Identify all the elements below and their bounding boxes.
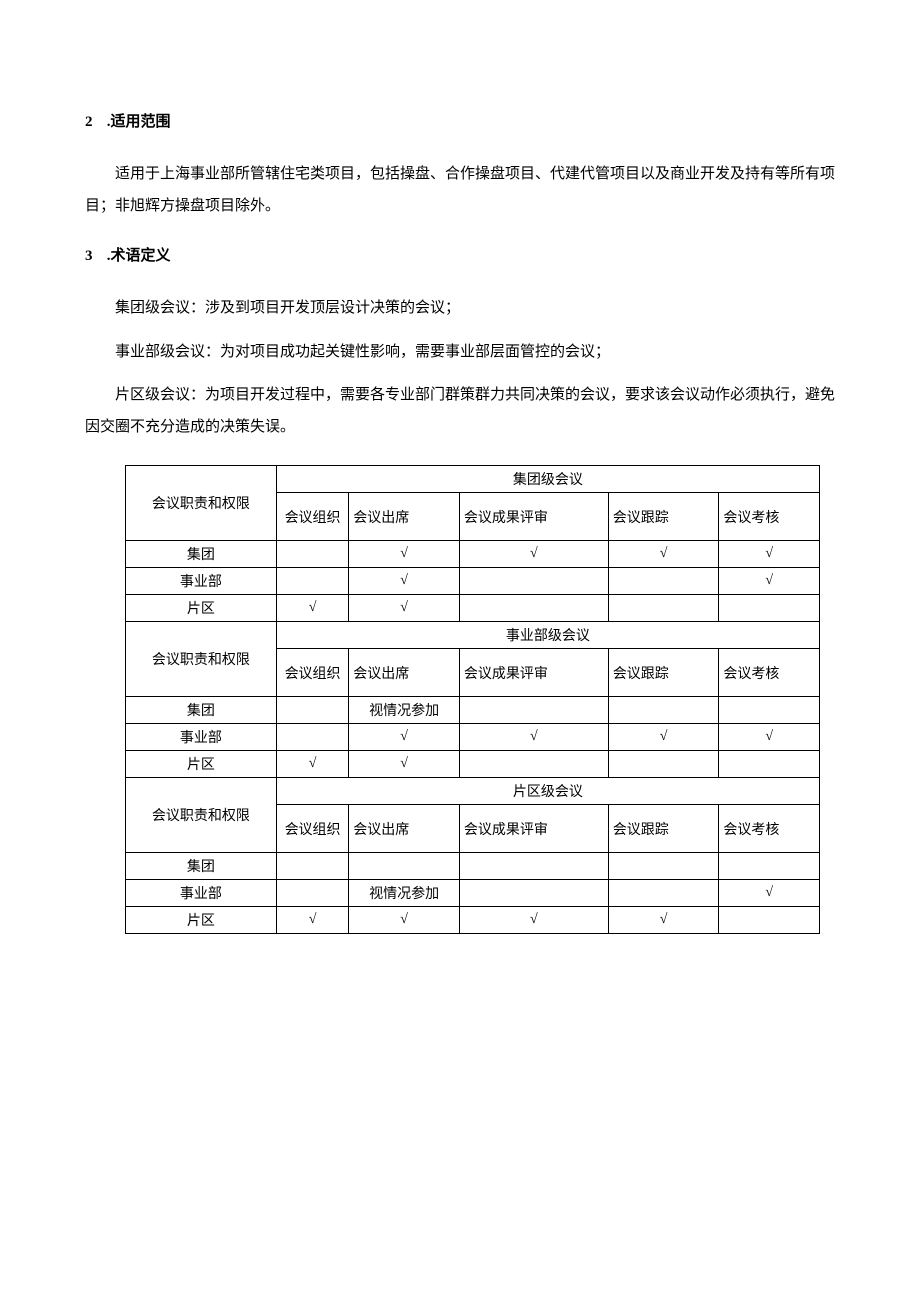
table-cell	[276, 880, 348, 907]
table-cell	[608, 568, 719, 595]
column-header: 会议组织	[276, 805, 348, 853]
row-label-header: 会议职责和权限	[126, 622, 277, 697]
section-2-heading: 2 .适用范围	[85, 110, 835, 131]
table-cell: √	[719, 541, 820, 568]
column-header: 会议考核	[719, 805, 820, 853]
table-cell	[608, 880, 719, 907]
row-label-header: 会议职责和权限	[126, 466, 277, 541]
table-cell: √	[349, 595, 460, 622]
column-header: 会议考核	[719, 649, 820, 697]
section-2-sep: .	[103, 114, 111, 130]
table-cell	[459, 880, 608, 907]
row-label: 集团	[126, 541, 277, 568]
group-title: 事业部级会议	[276, 622, 819, 649]
table-cell	[608, 853, 719, 880]
row-label: 片区	[126, 907, 277, 934]
table-cell	[276, 853, 348, 880]
table-cell: √	[459, 907, 608, 934]
column-header: 会议成果评审	[459, 805, 608, 853]
column-header: 会议成果评审	[459, 649, 608, 697]
table-cell	[608, 751, 719, 778]
row-label: 片区	[126, 595, 277, 622]
table-cell: √	[349, 541, 460, 568]
section-2-title: 适用范围	[111, 114, 171, 130]
table-cell	[608, 595, 719, 622]
table-cell	[276, 568, 348, 595]
row-label-header: 会议职责和权限	[126, 778, 277, 853]
column-header: 会议组织	[276, 493, 348, 541]
table-cell: √	[719, 568, 820, 595]
column-header: 会议组织	[276, 649, 348, 697]
table-cell: √	[349, 724, 460, 751]
table-cell: √	[349, 751, 460, 778]
table-cell: √	[276, 595, 348, 622]
row-label: 事业部	[126, 568, 277, 595]
table-cell: √	[349, 568, 460, 595]
table-cell: √	[276, 907, 348, 934]
section-3-number: 3	[85, 248, 103, 265]
column-header: 会议出席	[349, 805, 460, 853]
table-cell	[276, 697, 348, 724]
row-label: 集团	[126, 853, 277, 880]
table-cell: √	[719, 880, 820, 907]
table-cell: √	[349, 907, 460, 934]
group-title: 集团级会议	[276, 466, 819, 493]
table-cell: √	[276, 751, 348, 778]
table-cell: √	[608, 907, 719, 934]
row-label: 事业部	[126, 724, 277, 751]
table-cell	[276, 724, 348, 751]
scope-paragraph: 适用于上海事业部所管辖住宅类项目，包括操盘、合作操盘项目、代建代管项目以及商业开…	[85, 159, 835, 222]
table-cell: √	[459, 724, 608, 751]
table-cell	[608, 697, 719, 724]
section-3-heading: 3 .术语定义	[85, 244, 835, 265]
table-cell	[349, 853, 460, 880]
column-header: 会议出席	[349, 649, 460, 697]
table-cell: √	[719, 724, 820, 751]
column-header: 会议成果评审	[459, 493, 608, 541]
table-cell	[719, 853, 820, 880]
table-cell	[459, 568, 608, 595]
table-cell: 视情况参加	[349, 697, 460, 724]
table-cell	[719, 907, 820, 934]
definition-2: 事业部级会议：为对项目成功起关键性影响，需要事业部层面管控的会议；	[85, 337, 835, 369]
document-page: 2 .适用范围 适用于上海事业部所管辖住宅类项目，包括操盘、合作操盘项目、代建代…	[0, 0, 920, 994]
group-title: 片区级会议	[276, 778, 819, 805]
row-label: 集团	[126, 697, 277, 724]
column-header: 会议跟踪	[608, 649, 719, 697]
column-header: 会议考核	[719, 493, 820, 541]
definition-3: 片区级会议：为项目开发过程中，需要各专业部门群策群力共同决策的会议，要求该会议动…	[85, 380, 835, 443]
table-cell	[719, 751, 820, 778]
table-cell: √	[608, 541, 719, 568]
column-header: 会议出席	[349, 493, 460, 541]
table-cell	[459, 697, 608, 724]
definition-1: 集团级会议：涉及到项目开发顶层设计决策的会议；	[85, 293, 835, 325]
table-cell: 视情况参加	[349, 880, 460, 907]
section-3-title: 术语定义	[111, 248, 171, 264]
section-2-number: 2	[85, 114, 103, 131]
row-label: 片区	[126, 751, 277, 778]
column-header: 会议跟踪	[608, 493, 719, 541]
table-cell	[719, 595, 820, 622]
responsibility-table-wrap: 会议职责和权限集团级会议会议组织会议出席会议成果评审会议跟踪会议考核集团√√√√…	[125, 465, 835, 934]
table-cell	[276, 541, 348, 568]
row-label: 事业部	[126, 880, 277, 907]
table-cell	[459, 751, 608, 778]
section-3-sep: .	[103, 248, 111, 264]
table-cell	[459, 853, 608, 880]
responsibility-table: 会议职责和权限集团级会议会议组织会议出席会议成果评审会议跟踪会议考核集团√√√√…	[125, 465, 820, 934]
table-cell: √	[608, 724, 719, 751]
table-cell	[459, 595, 608, 622]
table-cell: √	[459, 541, 608, 568]
table-cell	[719, 697, 820, 724]
column-header: 会议跟踪	[608, 805, 719, 853]
